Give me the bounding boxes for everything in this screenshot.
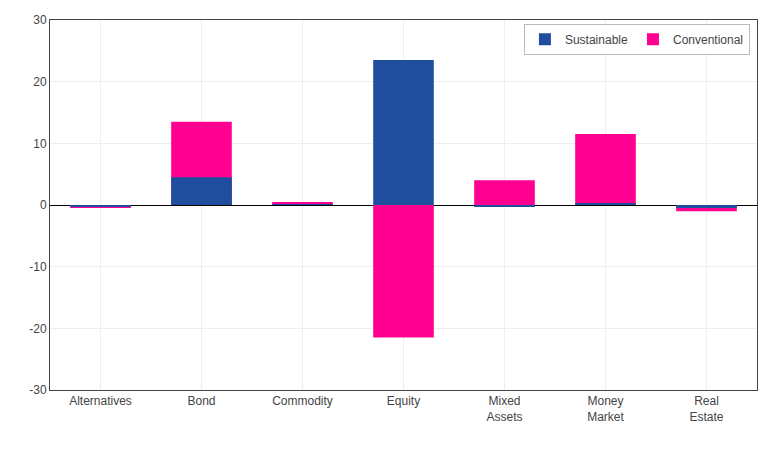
- svg-text:Bond: Bond: [187, 394, 215, 408]
- svg-text:Sustainable: Sustainable: [565, 33, 628, 47]
- svg-text:RealEstate: RealEstate: [689, 394, 723, 424]
- svg-text:20: 20: [33, 75, 47, 89]
- svg-text:MixedAssets: MixedAssets: [486, 394, 522, 424]
- svg-text:-10: -10: [29, 260, 47, 274]
- svg-text:Commodity: Commodity: [272, 394, 333, 408]
- svg-text:Equity: Equity: [387, 394, 420, 408]
- svg-text:10: 10: [33, 137, 47, 151]
- svg-text:30: 30: [33, 13, 47, 27]
- svg-text:Alternatives: Alternatives: [69, 394, 132, 408]
- svg-text:Conventional: Conventional: [673, 33, 743, 47]
- svg-text:0: 0: [40, 198, 47, 212]
- svg-text:MoneyMarket: MoneyMarket: [587, 394, 624, 424]
- svg-text:-20: -20: [29, 322, 47, 336]
- svg-text:-30: -30: [29, 383, 47, 397]
